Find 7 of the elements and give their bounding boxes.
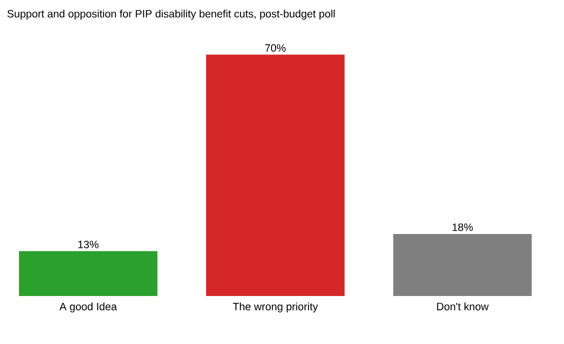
chart-title: Support and opposition for PIP disability benefit cuts, post-budget poll: [7, 10, 335, 20]
x-tick-label: The wrong priority: [232, 302, 318, 312]
data-label: 70%: [265, 44, 286, 52]
x-tick-label: A good Idea: [59, 302, 117, 312]
x-tick-label: Don't know: [437, 302, 489, 310]
data-label: 13%: [78, 240, 98, 248]
data-label: 18%: [452, 223, 473, 232]
